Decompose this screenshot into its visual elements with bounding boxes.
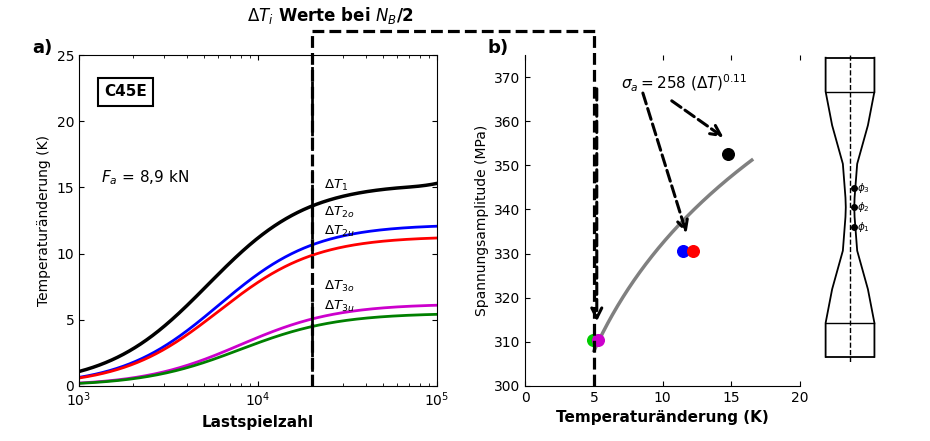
Text: $\phi_1$: $\phi_1$ <box>857 220 870 234</box>
Text: $\phi_3$: $\phi_3$ <box>857 181 870 195</box>
Point <box>676 248 691 255</box>
Y-axis label: Temperaturänderung (K): Temperaturänderung (K) <box>37 135 51 306</box>
Point <box>721 151 736 158</box>
Text: $\Delta T_{2o}$: $\Delta T_{2o}$ <box>325 205 354 220</box>
Text: $\Delta T_{3o}$: $\Delta T_{3o}$ <box>325 279 354 294</box>
Text: a): a) <box>33 38 53 56</box>
X-axis label: Temperaturänderung (K): Temperaturänderung (K) <box>556 410 769 425</box>
Y-axis label: Spannungsamplitude (MPa): Spannungsamplitude (MPa) <box>474 125 488 316</box>
Text: C45E: C45E <box>104 85 147 100</box>
Text: b): b) <box>487 38 508 56</box>
Text: $\Delta T_{2u}$: $\Delta T_{2u}$ <box>325 224 355 239</box>
Point <box>685 248 700 255</box>
X-axis label: Lastspielzahl: Lastspielzahl <box>202 415 314 430</box>
Point <box>585 336 600 343</box>
Text: $\phi_2$: $\phi_2$ <box>857 200 870 214</box>
Text: $\Delta T_{3u}$: $\Delta T_{3u}$ <box>325 299 355 314</box>
Text: $\Delta T_1$: $\Delta T_1$ <box>325 178 349 193</box>
Text: $\sigma_a = 258\ (\Delta T)^{0.11}$: $\sigma_a = 258\ (\Delta T)^{0.11}$ <box>621 73 748 94</box>
Point <box>591 336 605 343</box>
Text: $F_a$ = 8,9 kN: $F_a$ = 8,9 kN <box>100 168 189 187</box>
Text: $\Delta T_i$ Werte bei $N_B$/2: $\Delta T_i$ Werte bei $N_B$/2 <box>246 5 414 26</box>
